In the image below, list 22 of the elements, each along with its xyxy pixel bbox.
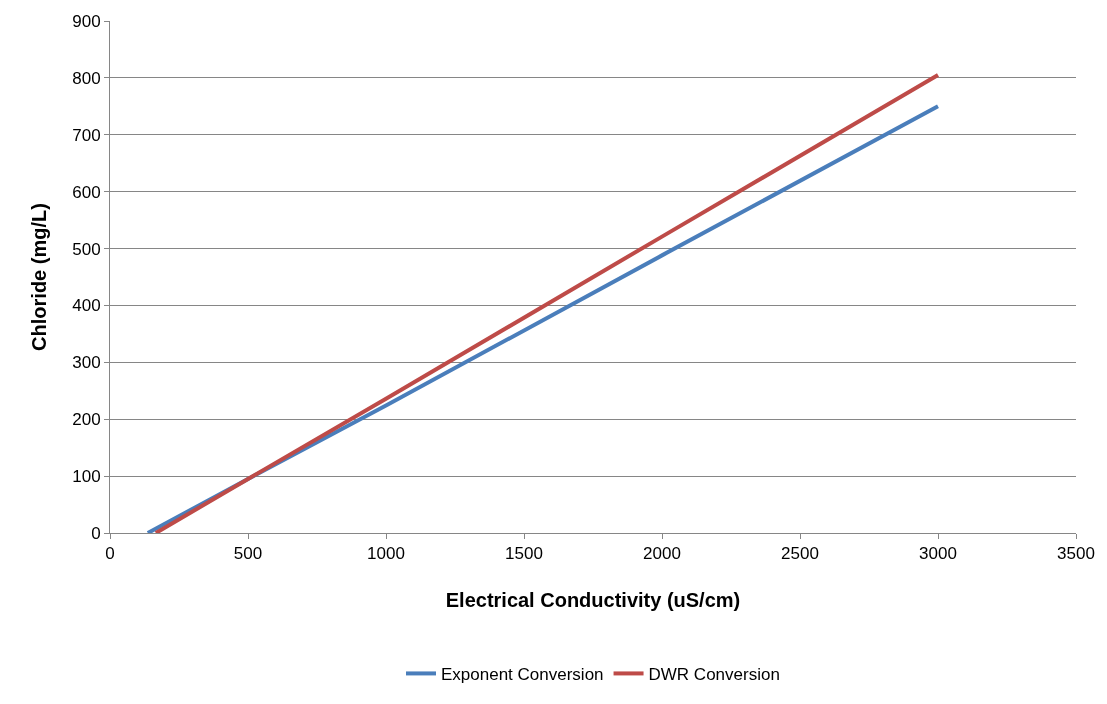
x-tick-label: 500: [233, 544, 263, 564]
x-tick-label: 2500: [781, 544, 819, 564]
y-tick-label: 600: [72, 182, 101, 202]
x-tick-label: 3000: [919, 544, 957, 564]
y-tick-label: 700: [72, 125, 101, 145]
y-tick-label: 100: [72, 467, 101, 487]
y-tick-label: 900: [72, 11, 101, 31]
legend-label: DWR Conversion: [648, 665, 780, 685]
y-tick-label: 500: [72, 239, 101, 259]
x-tick-label: 1500: [505, 544, 543, 564]
x-tick-label: 0: [105, 544, 115, 564]
x-tick-label: 1000: [367, 544, 405, 564]
y-tick-label: 800: [72, 68, 101, 88]
x-axis-title: Electrical Conductivity (uS/cm): [445, 588, 741, 611]
x-tick-label: 2000: [643, 544, 681, 564]
y-tick-label: 0: [91, 523, 101, 543]
y-tick-label: 300: [72, 353, 101, 373]
y-tick-label: 400: [72, 296, 101, 316]
y-axis-title: Chloride (mg/L): [27, 203, 50, 351]
legend-label: Exponent Conversion: [441, 665, 604, 685]
x-tick-label: 3500: [1057, 544, 1095, 564]
y-tick-label: 200: [72, 410, 101, 430]
